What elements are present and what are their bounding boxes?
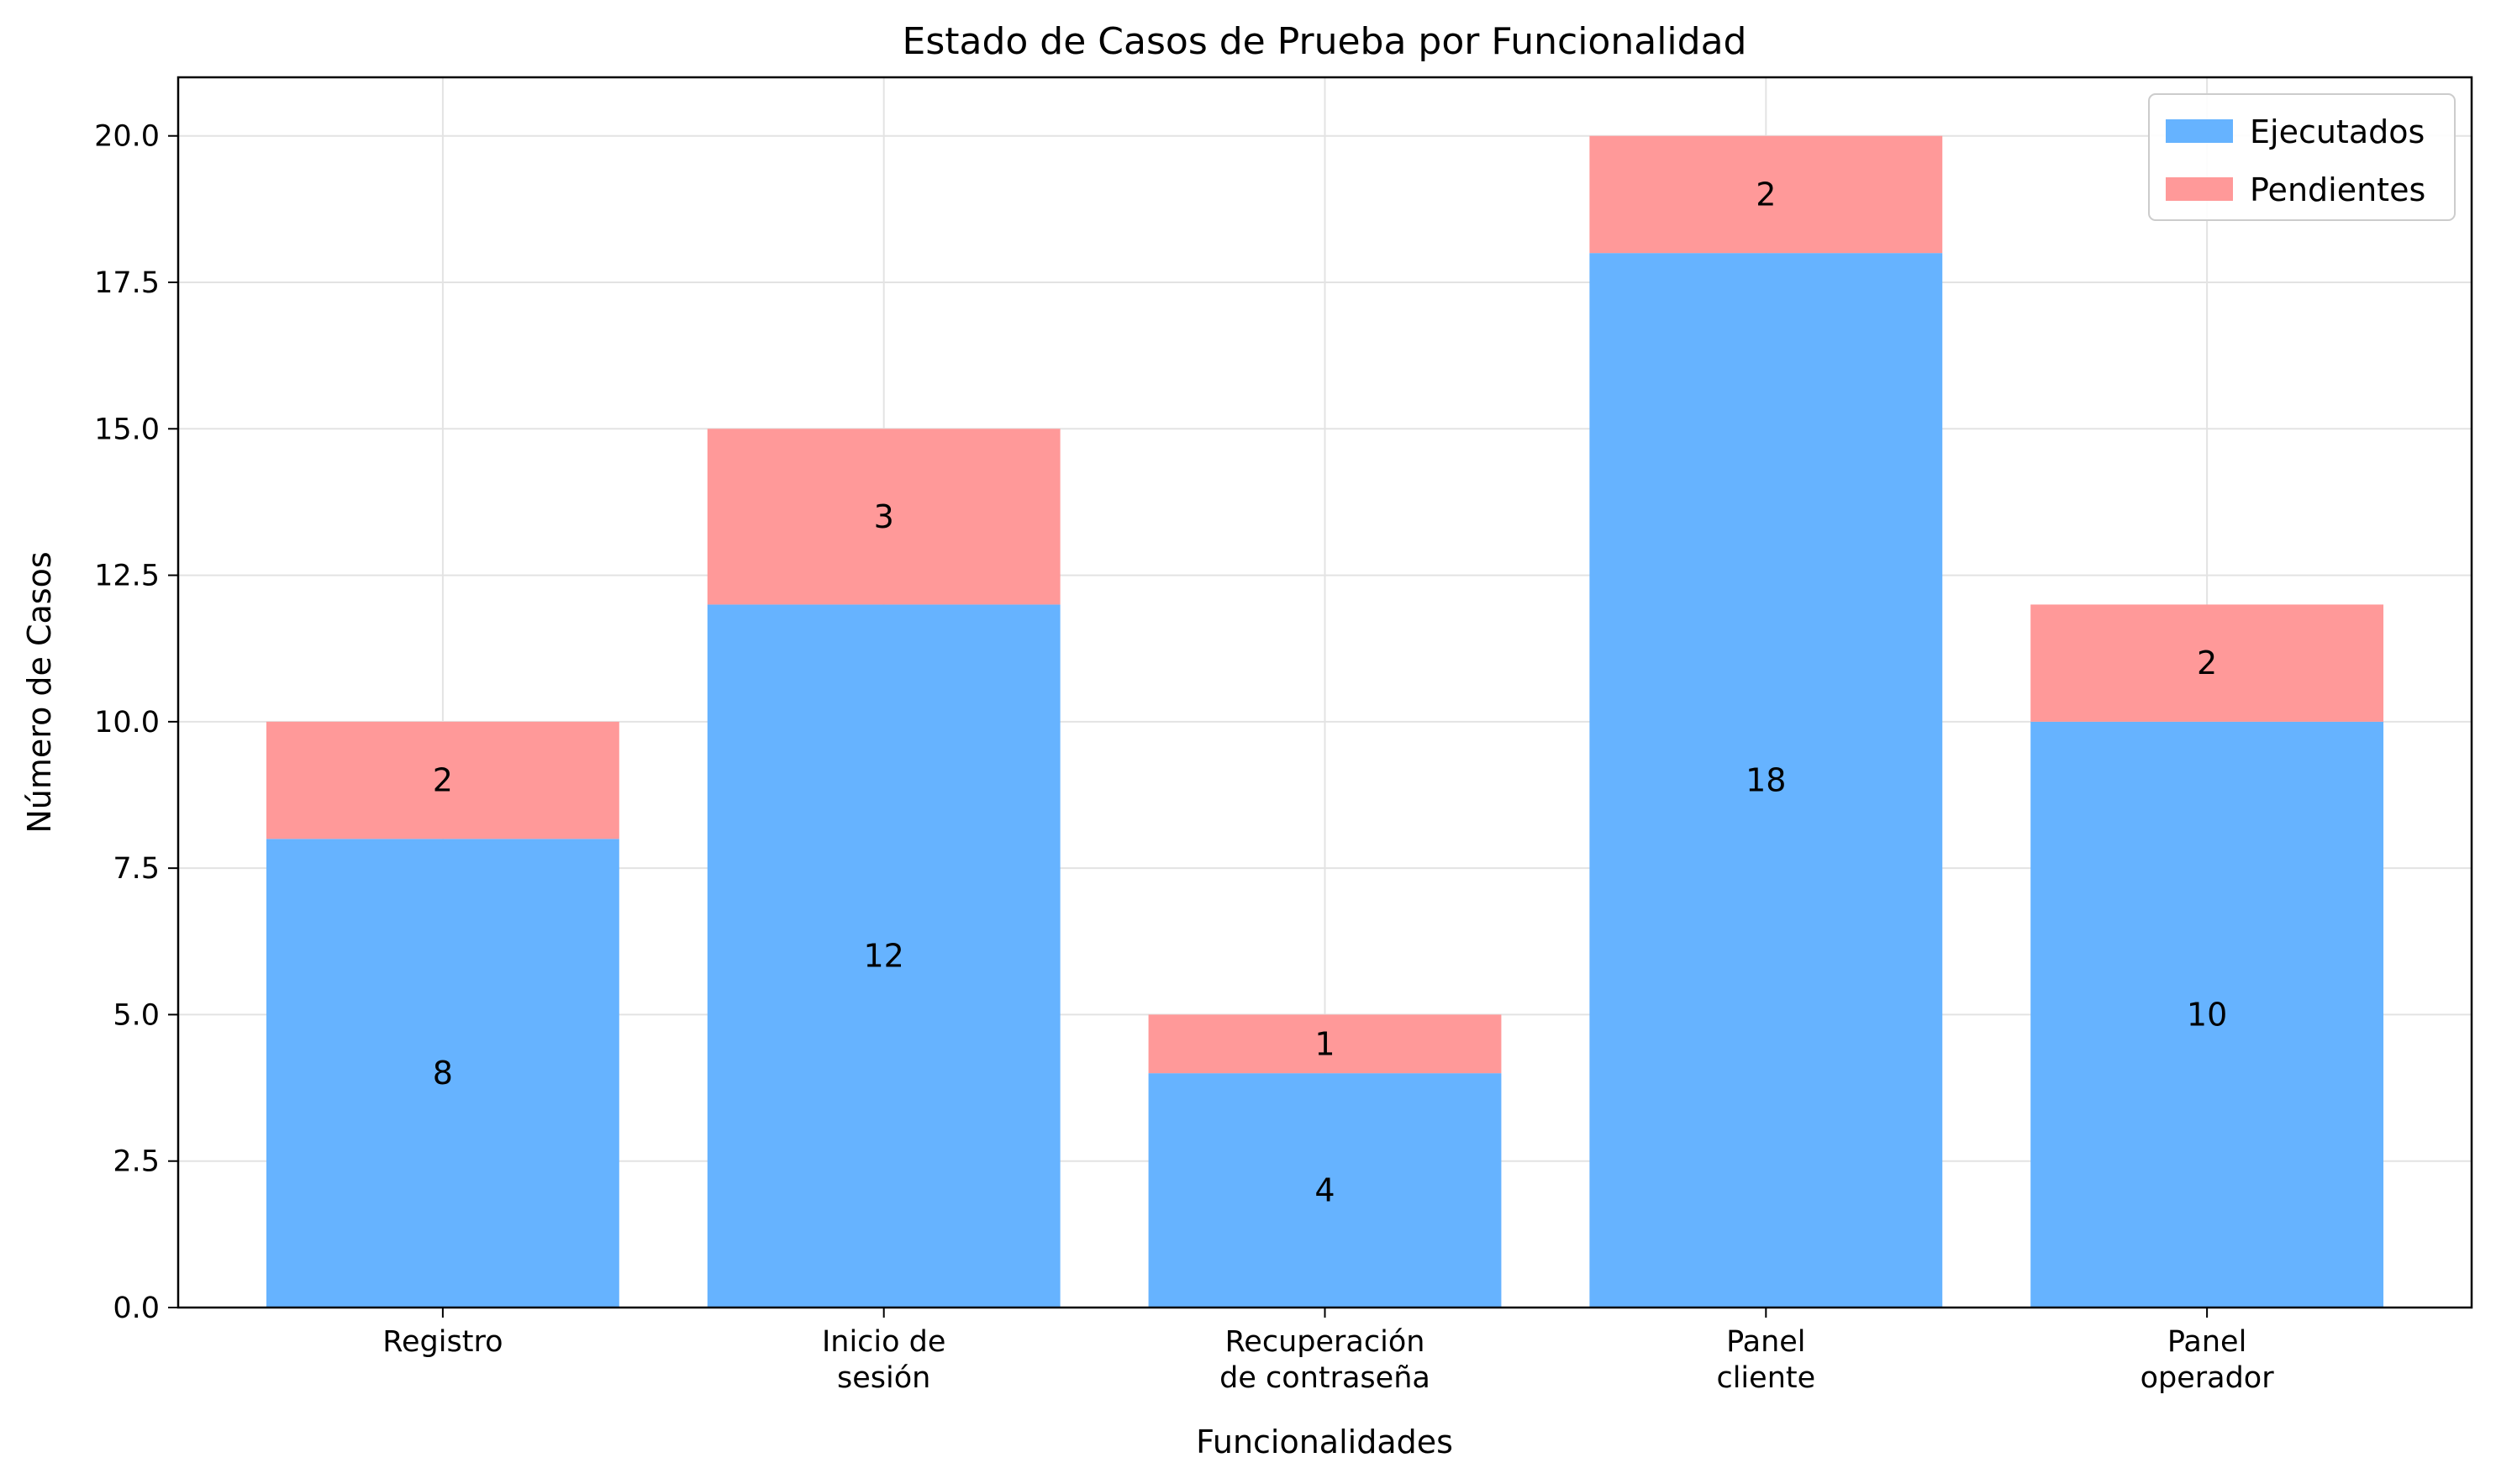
y-tick-label: 5.0 [113,998,160,1032]
bar-pendientes [707,429,1061,605]
bar-value-label: 8 [433,1055,453,1092]
x-axis-ticks: Registro Inicio de sesión Recuperación de co… [382,1308,2274,1395]
bar-value-label: 12 [864,938,904,975]
legend-swatch [2166,119,2233,143]
y-tick-label: 7.5 [113,852,160,886]
x-tick-label-line: de contraseña [1219,1361,1430,1395]
bar-value-label: 10 [2187,996,2227,1033]
bar-ejecutados [1148,1073,1502,1308]
x-axis-label: Funcionalidades [1196,1423,1453,1460]
x-tick-label-line: Panel [1726,1325,1805,1359]
x-tick-label: Inicio de sesión [822,1325,946,1395]
x-tick-label: Panel operador [2141,1325,2275,1395]
bar-ejecutados [707,604,1061,1308]
x-tick-label-line: Recuperación [1225,1325,1425,1359]
bar-value-label: 18 [1746,762,1786,799]
bar-pendientes [1148,1014,1502,1074]
y-tick-label: 0.0 [113,1292,160,1325]
bar-pendientes [1589,135,1943,254]
legend-label: Pendientes [2250,171,2425,208]
y-tick-label: 2.5 [113,1145,160,1179]
bar-value-label: 1 [1314,1025,1335,1062]
legend-label: Ejecutados [2250,113,2425,150]
y-tick-label: 10.0 [94,706,160,739]
x-tick-label-line: cliente [1716,1361,1815,1395]
bar-value-label: 3 [874,498,894,535]
x-tick-label-line: Registro [382,1325,503,1359]
y-axis-ticks: 0.0 2.5 5.0 7.5 10.0 12.5 15.0 17.5 20.0 [94,120,178,1325]
bar-value-label: 2 [433,762,453,799]
x-tick-label-line: Inicio de [822,1325,946,1359]
bar-pendientes [2030,604,2384,722]
legend: Ejecutados Pendientes [2148,93,2456,221]
y-tick-label: 12.5 [94,560,160,593]
y-tick-label: 20.0 [94,120,160,154]
x-tick-label-line: sesión [837,1361,930,1395]
y-axis-label: Número de Casos [21,551,58,833]
bar-pendientes [266,721,619,839]
bar-layer [266,135,2384,1308]
x-tick-label: Panel cliente [1716,1325,1815,1395]
x-tick-label-line: operador [2141,1361,2275,1395]
x-tick-label: Recuperación de contraseña [1219,1325,1430,1395]
bar-value-label: 4 [1314,1172,1335,1209]
x-tick-label: Registro [382,1325,503,1359]
bar-ejecutados [266,839,619,1308]
y-tick-label: 17.5 [94,266,160,300]
x-tick-label-line: Panel [2167,1325,2246,1359]
legend-swatch [2166,177,2233,201]
bar-value-label: 2 [1756,176,1776,213]
bar-ejecutados [2030,721,2384,1308]
chart-title: Estado de Casos de Prueba por Funcionali… [903,20,1747,63]
bar-ejecutados [1589,253,1943,1308]
bar-value-label: 2 [2197,645,2217,681]
y-tick-label: 15.0 [94,413,160,446]
